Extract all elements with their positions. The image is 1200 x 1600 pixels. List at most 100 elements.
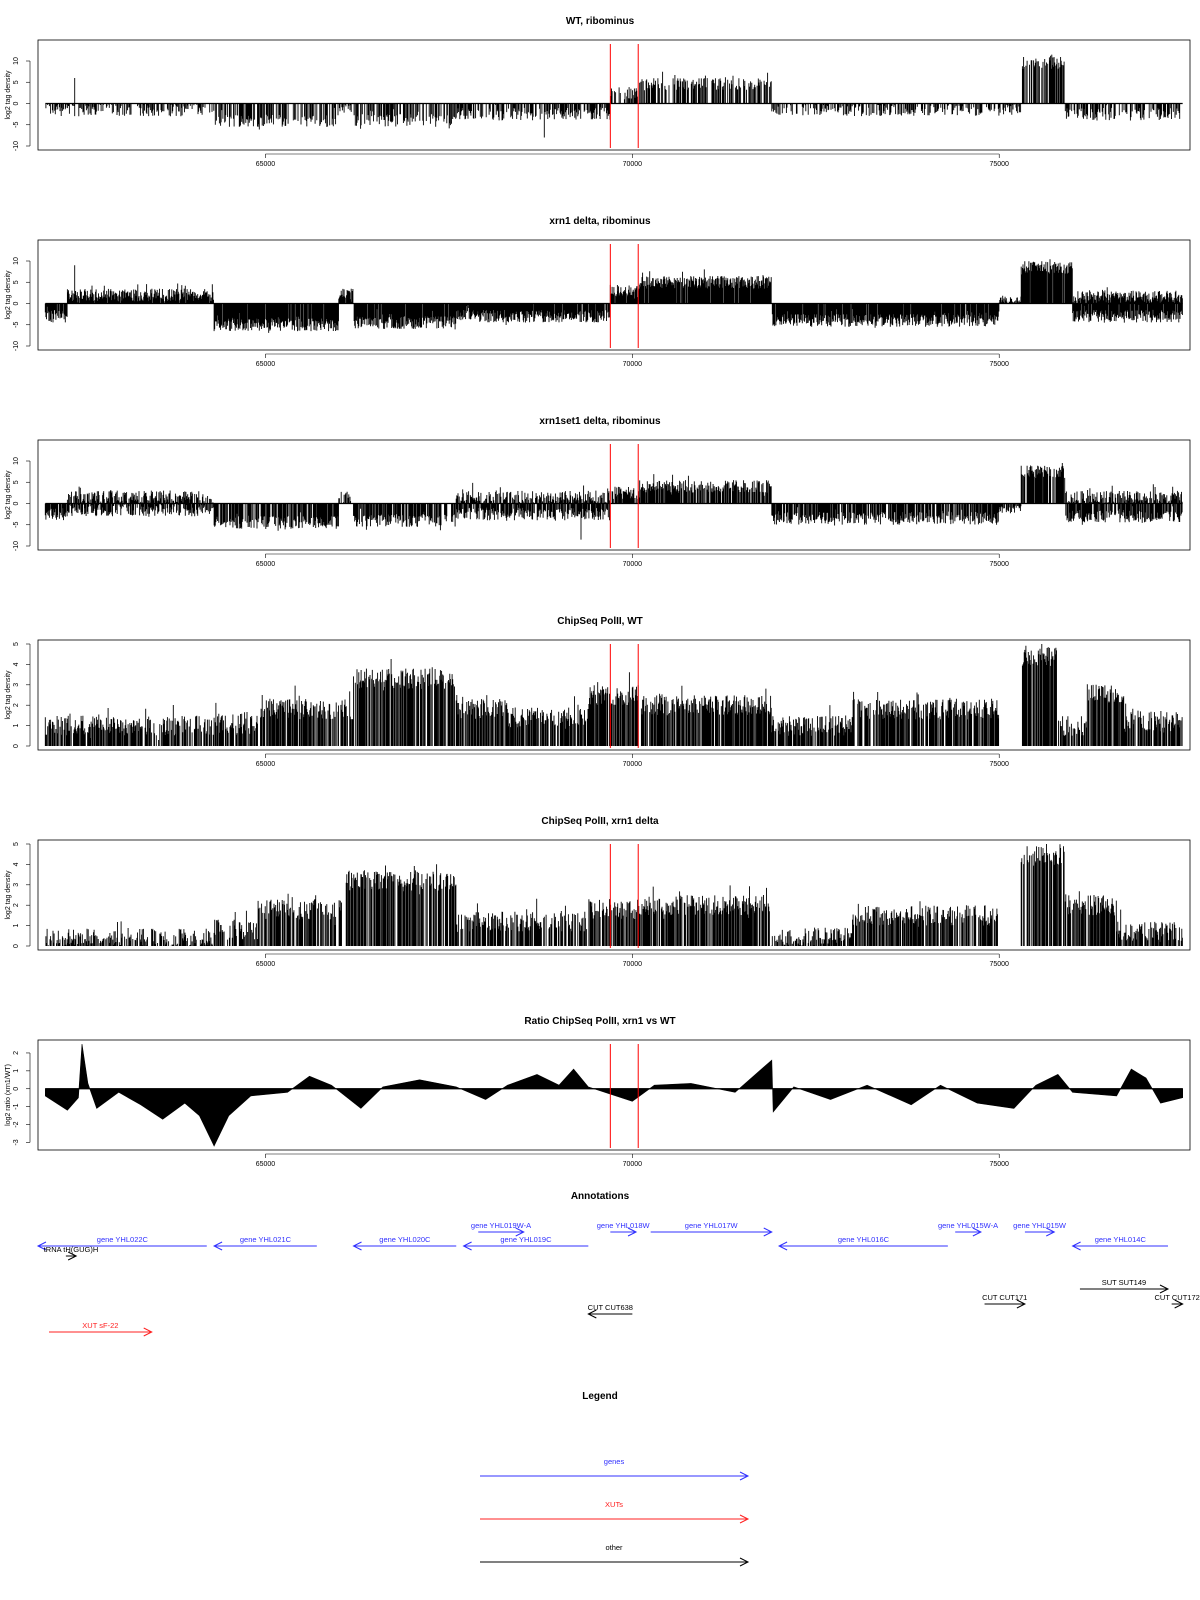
annotation-feature: SUT SUT149 — [1079, 1278, 1170, 1294]
track-panel: ChipSeq PolII, WT 0 1 2 3 4 5 log2 tag density 6… — [5, 616, 1191, 768]
annotation-feature: gene YHL022C — [36, 1235, 207, 1251]
legend-arrow-head — [739, 1471, 750, 1481]
annotation-feature: CUT CUT171 — [982, 1293, 1027, 1309]
x-tick-label: 75000 — [989, 961, 1009, 968]
feature-arrow-head — [1046, 1227, 1056, 1237]
y-tick-label: 0 — [13, 944, 20, 948]
y-tick-label: 3 — [13, 883, 20, 887]
feature-label: gene YHL020C — [379, 1235, 431, 1244]
feature-arrow-head — [1071, 1241, 1081, 1251]
signal-bars — [45, 844, 1183, 946]
signal-bars — [44, 644, 1183, 746]
feature-label: tRNA tH(GUG)H — [44, 1245, 99, 1254]
y-tick-label: 2 — [13, 903, 20, 907]
feature-arrow-head — [352, 1241, 362, 1251]
x-tick-label: 70000 — [623, 561, 643, 568]
y-tick-label: -10 — [13, 341, 20, 351]
x-tick-label: 65000 — [256, 561, 276, 568]
x-tick-label: 70000 — [623, 1161, 643, 1168]
legend-label: genes — [604, 1457, 625, 1466]
legend-label: XUTs — [605, 1500, 623, 1509]
feature-arrow-head — [515, 1227, 525, 1237]
y-tick-label: 5 — [13, 80, 20, 84]
feature-label: gene YHL015W-A — [938, 1221, 998, 1230]
signal-bars — [45, 54, 1181, 138]
y-tick-label: 5 — [13, 642, 20, 646]
feature-label: gene YHL021C — [240, 1235, 292, 1244]
annotation-feature: gene YHL015W-A — [938, 1221, 998, 1237]
y-tick-label: 0 — [13, 101, 20, 105]
x-tick-label: 75000 — [989, 1161, 1009, 1168]
annotation-feature: CUT CUT638 — [587, 1303, 633, 1319]
annotation-feature: gene YHL014C — [1071, 1235, 1168, 1251]
annotation-feature: XUT sF-22 — [49, 1321, 153, 1337]
y-tick-label: 10 — [13, 257, 20, 265]
annotation-feature: gene YHL015W — [1013, 1221, 1067, 1237]
plot-frame — [37, 239, 1191, 351]
panel-title: ChipSeq PolII, xrn1 delta — [541, 816, 659, 827]
annotations-title: Annotations — [571, 1191, 630, 1202]
plot-frame — [37, 839, 1191, 951]
y-tick-label: 0 — [13, 301, 20, 305]
x-tick-label: 65000 — [256, 361, 276, 368]
y-tick-label: -5 — [13, 522, 20, 528]
y-tick-label: 0 — [13, 744, 20, 748]
feature-label: CUT CUT171 — [982, 1293, 1027, 1302]
ratio-area — [45, 1043, 1183, 1147]
y-tick-label: -1 — [13, 1103, 20, 1109]
x-tick-label: 75000 — [989, 761, 1009, 768]
y-tick-label: 1 — [13, 724, 20, 728]
feature-arrow-head — [36, 1241, 47, 1251]
feature-arrow-head — [627, 1227, 638, 1237]
feature-arrow-head — [763, 1227, 773, 1237]
y-tick-label: 5 — [13, 842, 20, 846]
x-tick-label: 75000 — [989, 361, 1009, 368]
y-axis-label: log2 tag density — [5, 70, 12, 120]
y-tick-label: -3 — [13, 1139, 20, 1145]
y-tick-label: -2 — [13, 1121, 20, 1127]
y-tick-label: 5 — [13, 480, 20, 484]
y-tick-label: 4 — [13, 862, 20, 866]
plot-frame — [37, 1039, 1191, 1151]
y-tick-label: 5 — [13, 280, 20, 284]
y-tick-label: 2 — [13, 1051, 20, 1055]
x-tick-label: 65000 — [256, 161, 276, 168]
legend-arrow-head — [739, 1514, 750, 1524]
legend-entry: other — [480, 1543, 750, 1567]
x-tick-label: 70000 — [623, 961, 643, 968]
feature-label: gene YHL019C — [500, 1235, 552, 1244]
track-panel: ChipSeq PolII, xrn1 delta 0 1 2 3 4 5 log2 tag … — [5, 816, 1191, 968]
y-tick-label: -10 — [13, 541, 20, 551]
feature-arrow-head — [67, 1251, 78, 1261]
feature-arrow-head — [587, 1309, 597, 1319]
feature-arrow-head — [1159, 1284, 1170, 1294]
feature-arrow-head — [777, 1241, 788, 1251]
annotation-feature: tRNA tH(GUG)H — [44, 1245, 99, 1261]
x-tick-label: 65000 — [256, 761, 276, 768]
feature-arrow-head — [462, 1241, 472, 1251]
feature-label: CUT CUT172 — [1155, 1293, 1200, 1302]
x-tick-label: 75000 — [989, 161, 1009, 168]
y-tick-label: -5 — [13, 122, 20, 128]
annotation-feature: gene YHL017W — [650, 1221, 773, 1237]
y-axis-label: log2 tag density — [5, 470, 12, 520]
x-tick-label: 65000 — [256, 961, 276, 968]
annotation-feature: gene YHL020C — [352, 1235, 457, 1251]
panel-title: ChipSeq PolII, WT — [557, 616, 643, 627]
x-tick-label: 75000 — [989, 561, 1009, 568]
y-tick-label: 2 — [13, 703, 20, 707]
y-axis-label: log2 tag density — [5, 270, 12, 320]
panel-title: WT, ribominus — [566, 16, 635, 27]
feature-label: gene YHL014C — [1095, 1235, 1147, 1244]
y-axis-label: log2 tag density — [5, 870, 12, 920]
x-tick-label: 70000 — [623, 161, 643, 168]
signal-bars — [44, 259, 1183, 333]
feature-label: CUT CUT638 — [588, 1303, 633, 1312]
feature-label: gene YHL018W — [597, 1221, 651, 1230]
panel-title: xrn1set1 delta, ribominus — [539, 416, 661, 427]
annotation-feature: gene YHL016C — [777, 1235, 948, 1251]
